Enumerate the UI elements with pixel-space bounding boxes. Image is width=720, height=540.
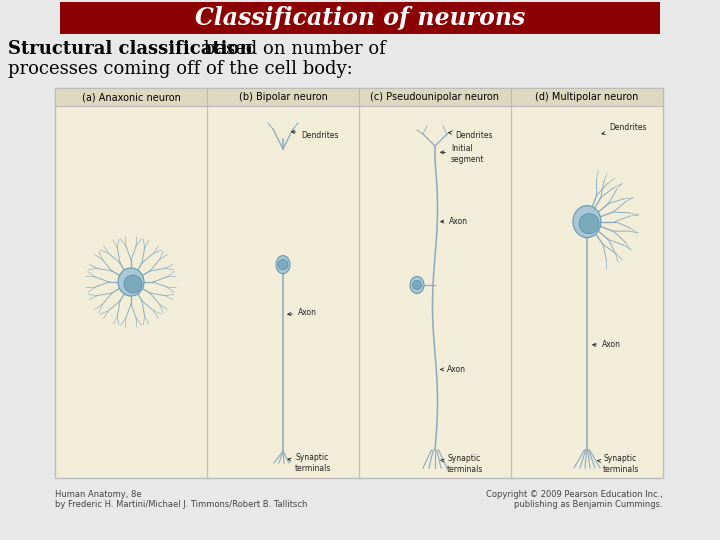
Text: Synaptic
terminals: Synaptic terminals: [598, 454, 639, 474]
Text: (b) Bipolar neuron: (b) Bipolar neuron: [238, 92, 328, 102]
Text: Axon: Axon: [288, 308, 317, 317]
Ellipse shape: [573, 206, 601, 238]
Ellipse shape: [118, 268, 144, 296]
Text: Human Anatomy, 8e
by Frederic H. Martini/Michael J. Timmons/Robert B. Tallitsch: Human Anatomy, 8e by Frederic H. Martini…: [55, 490, 307, 509]
Text: (d) Multipolar neuron: (d) Multipolar neuron: [535, 92, 639, 102]
Bar: [55, 88, 663, 478]
Text: Synaptic
terminals: Synaptic terminals: [441, 454, 483, 474]
Text: Axon: Axon: [593, 340, 621, 349]
Text: Copyright © 2009 Pearson Education Inc.,
publishing as Benjamin Cummings.: Copyright © 2009 Pearson Education Inc.,…: [486, 490, 663, 509]
Text: Dendrites: Dendrites: [449, 131, 492, 140]
Circle shape: [413, 280, 421, 289]
Text: Synaptic
terminals: Synaptic terminals: [288, 453, 331, 472]
Text: based on number of: based on number of: [198, 40, 386, 58]
Circle shape: [579, 214, 599, 234]
Text: (c) Pseudounipolar neuron: (c) Pseudounipolar neuron: [371, 92, 500, 102]
Circle shape: [124, 275, 142, 293]
Ellipse shape: [276, 255, 290, 274]
Text: (a) Anaxonic neuron: (a) Anaxonic neuron: [81, 92, 181, 102]
Text: Axon: Axon: [441, 217, 468, 226]
Text: Dendrites: Dendrites: [602, 124, 647, 134]
Text: Structural classification: Structural classification: [8, 40, 253, 58]
Text: Initial
segment: Initial segment: [441, 144, 485, 164]
Text: processes coming off of the cell body:: processes coming off of the cell body:: [8, 60, 353, 78]
Text: Axon: Axon: [441, 365, 466, 374]
Circle shape: [278, 260, 288, 269]
Text: Dendrites: Dendrites: [292, 131, 338, 140]
Text: Classification of neurons: Classification of neurons: [195, 6, 525, 30]
Ellipse shape: [410, 276, 424, 293]
Bar: [55, 88, 663, 106]
Bar: [60, 2, 660, 34]
